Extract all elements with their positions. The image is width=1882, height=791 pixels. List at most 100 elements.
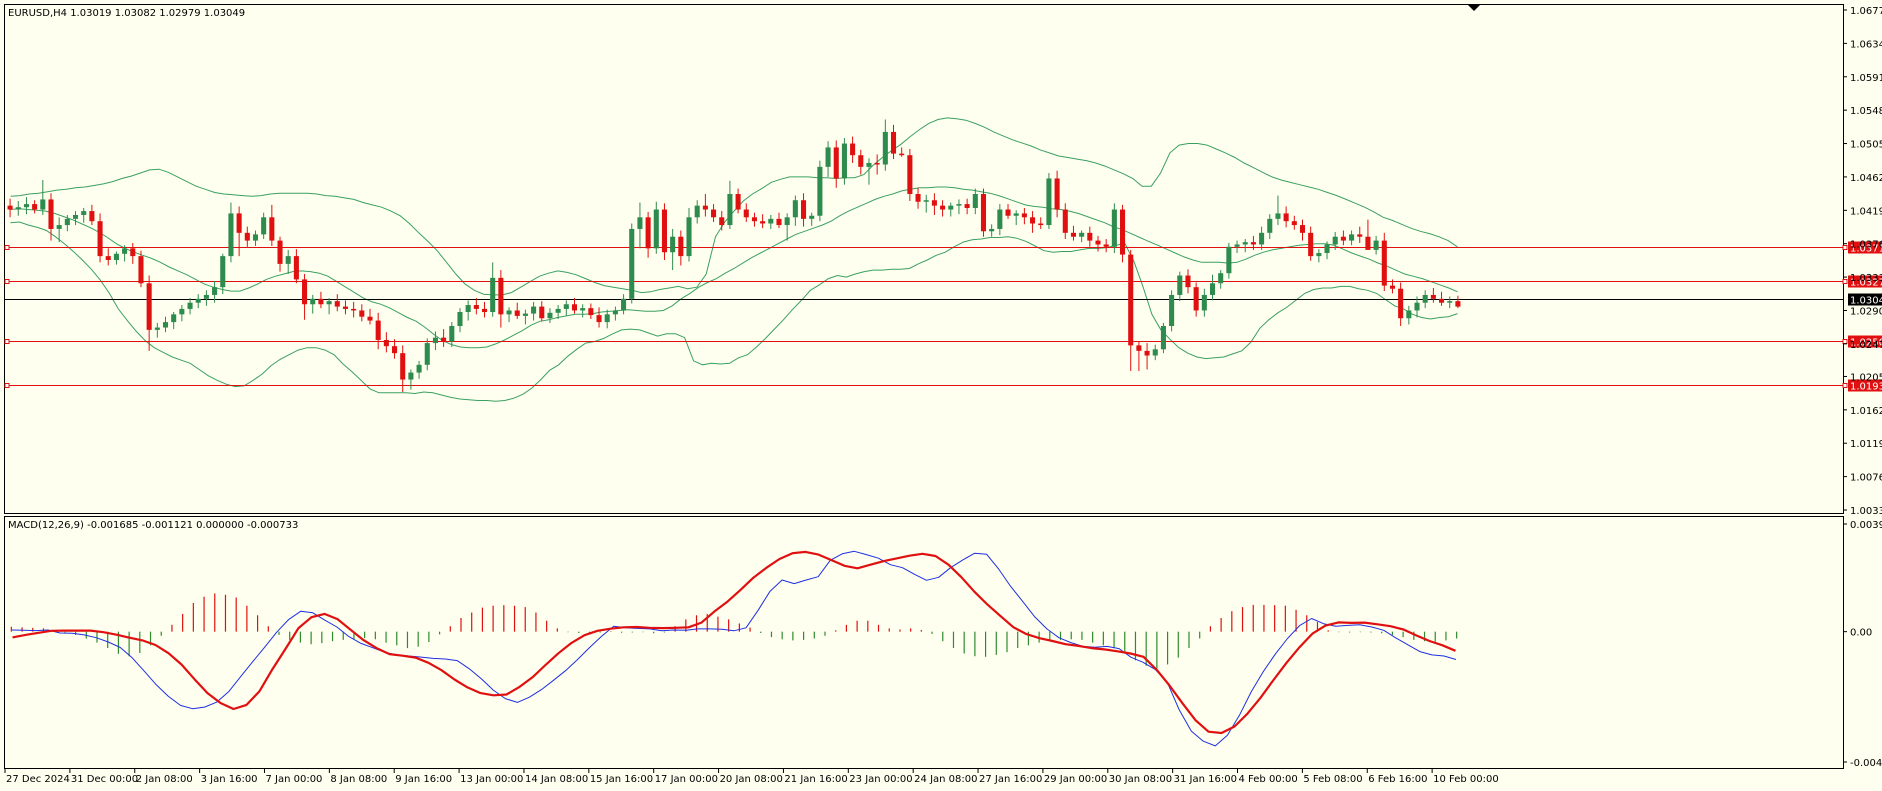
candle-body (1373, 240, 1379, 250)
candle-body (694, 205, 700, 218)
candle-body (661, 209, 668, 253)
main-pane-frame (4, 4, 1844, 514)
candle-body (907, 155, 913, 195)
candle-body (1038, 223, 1044, 226)
candle-body (261, 217, 267, 235)
candle-body (588, 308, 594, 316)
current-price-label: 1.03049 (1850, 296, 1882, 307)
time-tick-label: 14 Jan 08:00 (525, 774, 588, 785)
candle-body (326, 301, 332, 305)
candle-body (32, 204, 38, 210)
level-anchor-right[interactable] (1842, 245, 1848, 250)
candle-body (236, 213, 242, 233)
level-price-tag (1848, 275, 1882, 288)
candle-body (23, 204, 29, 208)
level-price-label: 1.02502 (1850, 338, 1882, 349)
candle-body (122, 248, 128, 254)
candle-body (563, 304, 569, 309)
candle-body (980, 194, 987, 232)
candle-body (48, 199, 54, 229)
level-anchor[interactable] (4, 245, 10, 250)
level-anchor-right[interactable] (1842, 339, 1848, 344)
candle-body (383, 339, 389, 347)
candle-body (277, 240, 283, 264)
level-anchor[interactable] (4, 339, 10, 344)
time-tick-label: 9 Jan 16:00 (395, 774, 452, 785)
candle-body (522, 313, 528, 316)
candle-body (686, 217, 692, 257)
price-axis: 1.06770 1.06340 1.05910 1.05480 1.05050 1.046… (1843, 6, 1882, 517)
candle-body (890, 131, 897, 154)
candle-body (514, 310, 520, 316)
candle-body (964, 204, 970, 208)
candle-body (604, 314, 610, 323)
candle-body (1422, 294, 1428, 303)
candle-body (432, 337, 438, 344)
candle-body (670, 236, 676, 253)
candle-body (351, 308, 357, 311)
level-anchor-right[interactable] (1842, 383, 1848, 388)
candle-body (138, 256, 144, 284)
candle-body (727, 194, 733, 226)
candle-body (40, 199, 46, 210)
time-tick-label: 15 Jan 16:00 (590, 774, 653, 785)
price-tick-label: 1.06340 (1850, 39, 1882, 50)
candle-body (940, 205, 946, 210)
candle-body (416, 364, 422, 373)
candle-body (1332, 236, 1338, 245)
candle-body (1299, 225, 1306, 233)
candle-body (989, 228, 995, 232)
candle-body (612, 310, 618, 315)
price-tick-label: 1.00760 (1850, 473, 1882, 484)
time-tick-label: 24 Jan 08:00 (914, 774, 977, 785)
candle-body (285, 256, 291, 264)
level-anchor-right[interactable] (1842, 279, 1848, 284)
macd-tick-label: 0.00394 (1850, 520, 1882, 531)
level-anchor[interactable] (4, 383, 10, 388)
shift-marker-icon[interactable] (1468, 5, 1480, 11)
horizontal-levels[interactable]: 1.03716 1.03277 1.02502 1.01936 1.03049 (4, 241, 1882, 393)
time-tick-label: 31 Jan 16:00 (1174, 774, 1237, 785)
candle-body (825, 147, 831, 167)
candle-body (1054, 178, 1060, 210)
candle-body (1128, 254, 1134, 346)
bollinger-bands (10, 117, 1458, 402)
candle-body (1030, 217, 1036, 224)
candle-body (1430, 294, 1436, 299)
candle-body (1398, 288, 1404, 319)
candle-body (645, 217, 651, 249)
candle-body (1201, 294, 1207, 311)
candle-body (473, 305, 479, 309)
candle-body (1406, 310, 1412, 319)
candle-body (956, 204, 962, 206)
level-anchor[interactable] (4, 279, 10, 284)
candle-body (555, 308, 561, 313)
candle-body (653, 209, 659, 249)
candles (7, 119, 1461, 392)
candle-body (449, 325, 455, 342)
time-tick-label: 20 Jan 08:00 (720, 774, 783, 785)
time-tick-label: 27 Jan 16:00 (979, 774, 1042, 785)
candle-body (1275, 213, 1281, 219)
candle-body (1447, 301, 1453, 303)
candle-body (1291, 221, 1297, 226)
candle-body (531, 306, 537, 314)
candle-body (1316, 253, 1322, 257)
candle-body (948, 205, 954, 210)
candle-body (293, 256, 299, 280)
candle-body (596, 315, 602, 323)
candle-body (1267, 218, 1273, 233)
candle-body (400, 353, 406, 380)
macd-macd-line (11, 550, 1457, 747)
candle-body (244, 232, 250, 241)
candle-body (1095, 240, 1101, 245)
level-price-label: 1.01936 (1850, 382, 1882, 393)
price-tick-label: 1.02470 (1850, 340, 1882, 351)
candle-body (359, 310, 365, 317)
symbol-header: EURUSD,H4 1.03019 1.03082 1.02979 1.0304… (8, 8, 245, 19)
candle-body (719, 217, 725, 226)
candle-body (171, 314, 177, 323)
